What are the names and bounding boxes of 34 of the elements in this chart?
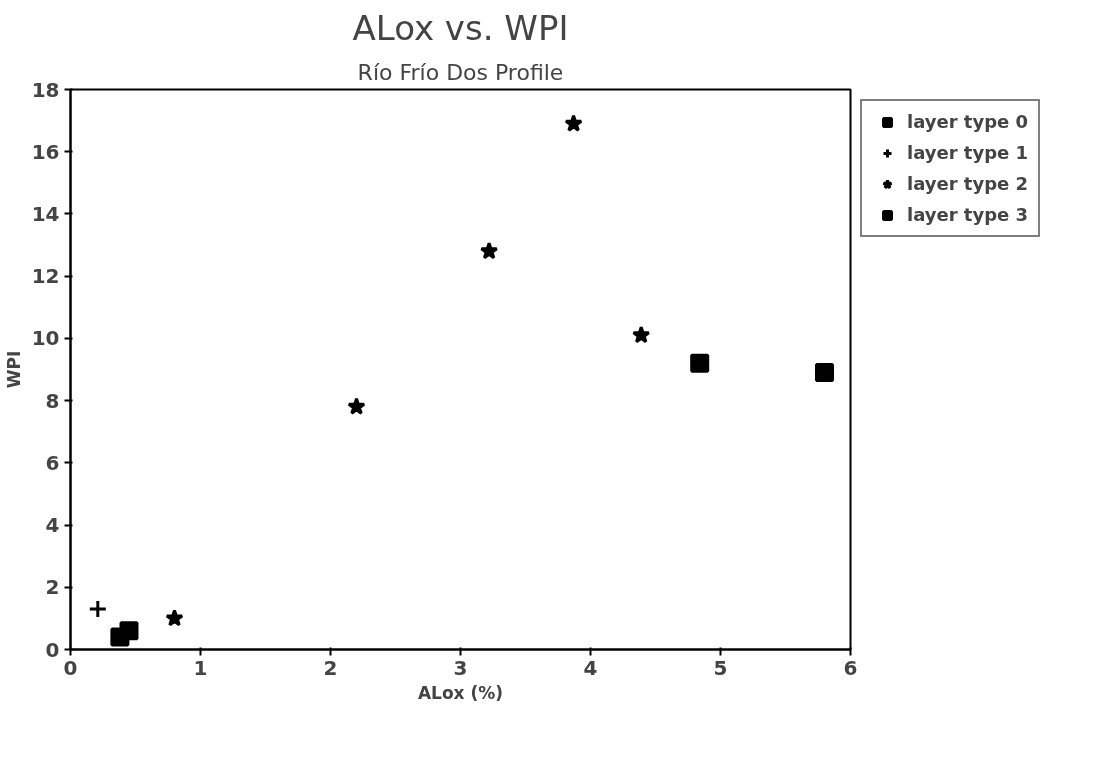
x-axis-title: ALox (%): [417, 682, 504, 703]
legend-label: layer type 3: [907, 204, 1029, 225]
y-tick-label: 14: [31, 201, 60, 226]
point: [632, 325, 651, 344]
y-tick-label: 16: [31, 139, 60, 164]
point: [119, 621, 139, 641]
point: [347, 397, 366, 415]
x-tick-label: 4: [583, 655, 598, 680]
y-tick-label: 0: [45, 637, 60, 662]
point: [88, 599, 108, 619]
y-tick-label: 8: [45, 388, 60, 413]
x-tick-label: 5: [713, 655, 728, 680]
legend-label: layer type 2: [907, 173, 1029, 194]
chart-subtitle: Río Frío Dos Profile: [357, 59, 564, 85]
y-tick-label: 2: [45, 575, 60, 600]
legend-label: layer type 0: [907, 111, 1029, 132]
y-axis-title: WPI: [3, 350, 24, 389]
y-tick-label: 12: [31, 264, 60, 289]
point: [690, 353, 710, 373]
x-tick-label: 3: [453, 655, 468, 680]
point: [479, 241, 499, 260]
x-tick-label: 0: [63, 655, 78, 680]
legend-label: layer type 1: [907, 142, 1029, 163]
point: [165, 608, 184, 627]
x-tick-label: 1: [193, 655, 208, 680]
x-tick-label: 6: [843, 655, 858, 680]
point: [815, 363, 834, 383]
x-tick-label: 2: [323, 655, 338, 680]
chart-title: ALox vs. WPI: [352, 7, 569, 48]
y-tick-label: 10: [31, 326, 60, 351]
y-tick-label: 4: [45, 513, 60, 538]
point: [564, 114, 583, 132]
y-tick-label: 6: [45, 450, 60, 475]
y-tick-label: 18: [31, 77, 60, 102]
